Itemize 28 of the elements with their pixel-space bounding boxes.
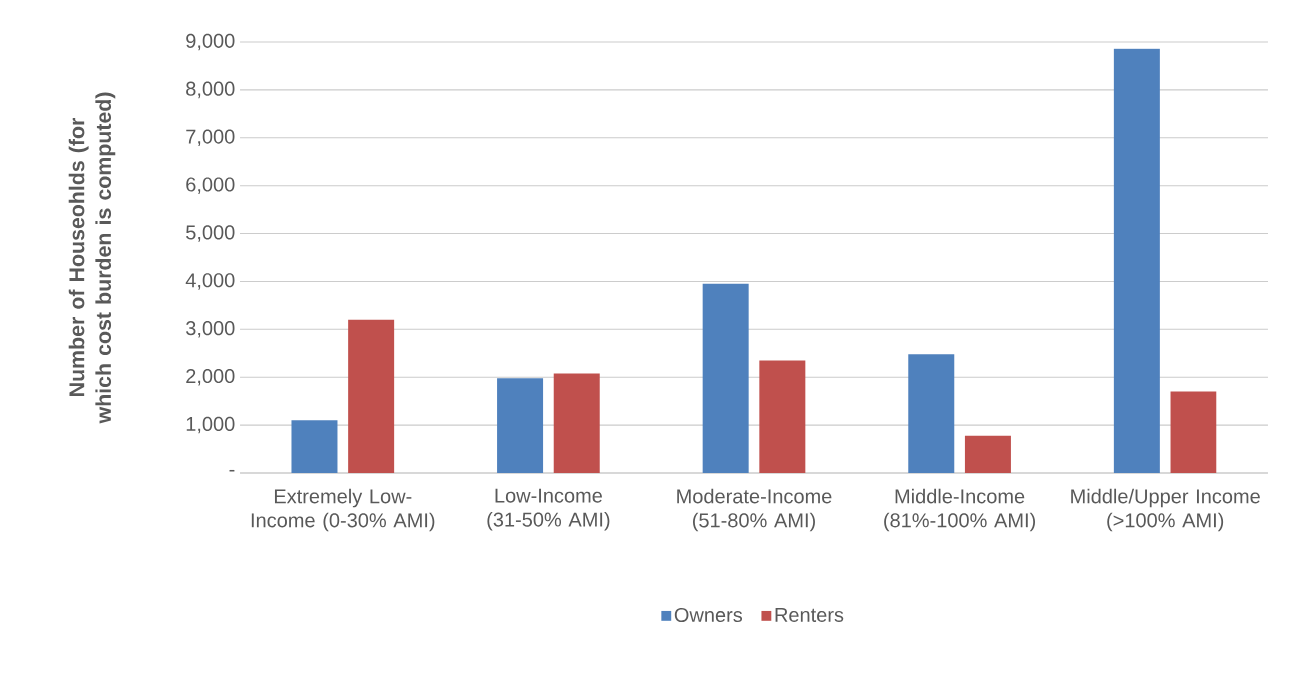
bar bbox=[1170, 391, 1217, 473]
y-axis-title: Number of Houseohlds (for which cost burden is computed) bbox=[68, 92, 116, 424]
legend-label: Owners bbox=[674, 607, 743, 623]
y-tick-label: 6,000 bbox=[186, 177, 235, 194]
bar bbox=[291, 420, 338, 473]
y-tick-label: 7,000 bbox=[186, 129, 235, 147]
y-tick-label: 4,000 bbox=[185, 273, 235, 290]
x-tick-label: Extremely Low-Income (0-30% AMI) bbox=[251, 488, 435, 532]
bar bbox=[348, 319, 395, 473]
x-tick-label: Moderate-Income (51-80% AMI) bbox=[677, 488, 832, 532]
x-tick-label: Middle-Income (81%-100% AMI) bbox=[884, 488, 1036, 532]
bar bbox=[759, 360, 806, 473]
bar bbox=[702, 283, 749, 473]
bar bbox=[908, 354, 955, 473]
y-tick-label: 3,000 bbox=[186, 321, 235, 338]
y-tick-label: 2,000 bbox=[186, 368, 235, 386]
x-tick-label: Low-Income (31-50% AMI) bbox=[487, 488, 610, 531]
y-tick-label: 9,000 bbox=[186, 33, 235, 51]
y-tick-label: 1,000 bbox=[186, 416, 235, 434]
y-tick-label: - bbox=[229, 469, 235, 472]
y-tick-label: 8,000 bbox=[186, 81, 235, 99]
y-tick-label: 5,000 bbox=[186, 225, 235, 242]
bar bbox=[964, 435, 1011, 473]
bar bbox=[1113, 48, 1160, 473]
bar bbox=[497, 378, 544, 473]
x-tick-label: Middle/Upper Income (>100% AMI) bbox=[1071, 488, 1260, 532]
bar bbox=[553, 373, 600, 473]
legend-label: Renters bbox=[775, 607, 844, 622]
